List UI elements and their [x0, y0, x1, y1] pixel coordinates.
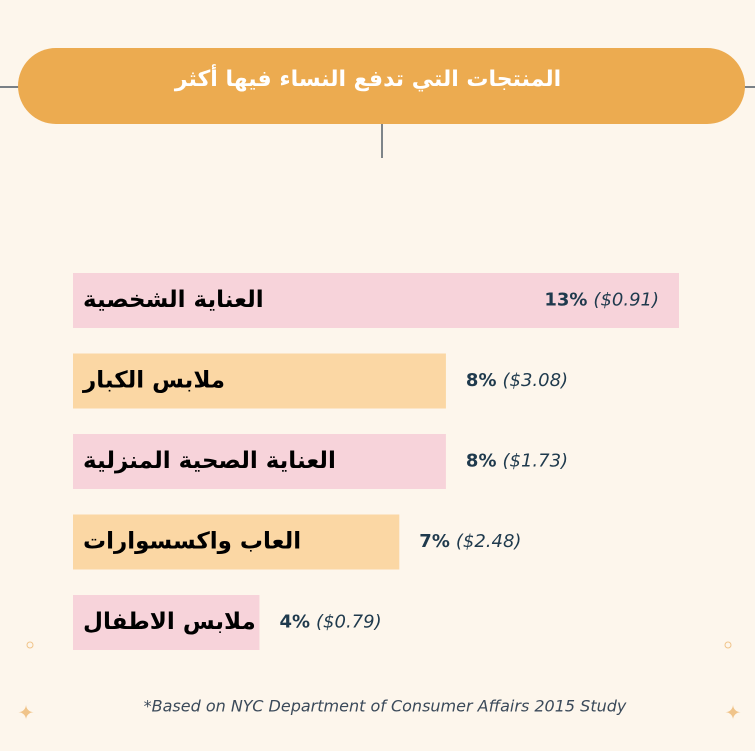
decoration: ✦ — [18, 701, 35, 725]
price-label: ($0.91) — [593, 290, 659, 311]
title-banner — [18, 48, 745, 124]
price-label: ($2.48) — [456, 531, 522, 552]
category-label: العناية الشخصية — [83, 287, 264, 313]
category-label: ملابس الكبار — [82, 368, 225, 394]
footnote: *Based on NYC Department of Consumer Aff… — [144, 697, 627, 716]
decoration — [26, 641, 34, 649]
bar — [73, 434, 446, 489]
value-label: 8% ($1.73) — [466, 451, 568, 472]
percent-label: 4% — [279, 612, 310, 633]
bar — [73, 595, 260, 650]
percent-label: 8% — [466, 451, 497, 472]
category-label: العناية الصحية المنزلية — [83, 448, 336, 474]
bar — [73, 514, 400, 570]
value-label: 4% ($0.79) — [279, 612, 381, 633]
value-label: 8% ($3.08) — [466, 370, 568, 391]
decoration — [724, 641, 732, 649]
decoration: ✦ — [725, 701, 742, 725]
bar — [73, 353, 446, 409]
chart-title: المنتجات التي تدفع النساء فيها أكثر — [174, 63, 561, 92]
percent-label: 7% — [419, 531, 450, 552]
percent-label: 8% — [466, 370, 497, 391]
category-label: العاب واكسسوارات — [83, 529, 301, 555]
value-label: 13% ($0.91) — [544, 290, 659, 311]
bar — [73, 273, 679, 328]
percent-label: 13% — [544, 290, 587, 311]
category-label: ملابس الاطفال — [83, 609, 256, 635]
price-label: ($1.73) — [502, 451, 568, 472]
price-label: ($0.79) — [316, 612, 382, 633]
value-label: 7% ($2.48) — [419, 531, 521, 552]
price-label: ($3.08) — [502, 370, 568, 391]
